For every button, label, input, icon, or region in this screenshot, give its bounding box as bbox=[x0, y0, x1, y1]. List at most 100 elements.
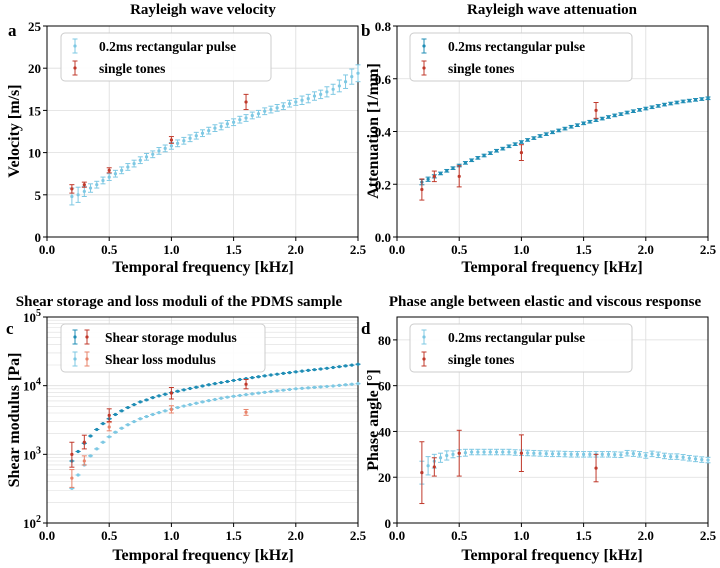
data-point-marker bbox=[120, 426, 124, 430]
data-point bbox=[500, 146, 506, 151]
data-point bbox=[249, 392, 255, 396]
data-point bbox=[355, 64, 361, 83]
data-point-marker bbox=[482, 450, 486, 454]
data-point-marker bbox=[350, 363, 354, 367]
data-point-marker bbox=[312, 94, 317, 98]
data-point bbox=[649, 450, 655, 458]
x-tick-label: 1.5 bbox=[225, 242, 242, 257]
data-point bbox=[506, 448, 512, 456]
data-point bbox=[224, 395, 230, 399]
data-point bbox=[137, 417, 143, 421]
panel-a-title: Rayleigh wave velocity bbox=[130, 2, 276, 18]
data-point-marker bbox=[706, 96, 710, 100]
data-point-marker bbox=[693, 457, 698, 461]
legend-marker-pair bbox=[84, 329, 90, 345]
data-point bbox=[156, 411, 162, 415]
data-point-marker bbox=[706, 458, 710, 462]
data-point-marker bbox=[82, 183, 86, 187]
data-point-marker bbox=[176, 141, 180, 145]
data-point bbox=[680, 99, 686, 104]
series-0 bbox=[69, 362, 361, 463]
data-point bbox=[299, 369, 305, 373]
data-point-marker bbox=[681, 99, 685, 104]
data-point bbox=[181, 404, 187, 408]
data-point bbox=[112, 169, 118, 178]
data-point bbox=[305, 368, 311, 372]
data-point bbox=[581, 451, 587, 458]
data-point bbox=[518, 140, 524, 144]
data-point bbox=[94, 427, 100, 432]
data-point bbox=[293, 387, 299, 391]
legend: 0.2ms rectangular pulse single tones bbox=[60, 32, 272, 82]
data-point-marker bbox=[132, 402, 136, 407]
data-point bbox=[624, 110, 630, 115]
data-point bbox=[119, 426, 125, 430]
data-point bbox=[655, 451, 661, 459]
data-point-marker bbox=[501, 450, 505, 454]
panel-c-title: Shear storage and loss moduli of the PDM… bbox=[16, 294, 343, 310]
data-point-marker bbox=[95, 183, 99, 187]
data-point bbox=[100, 422, 106, 426]
data-point-marker bbox=[194, 134, 198, 138]
data-point bbox=[156, 394, 162, 398]
x-tick-label: 0.5 bbox=[101, 242, 118, 257]
x-tick-label: 1.0 bbox=[513, 242, 529, 257]
data-point bbox=[162, 392, 168, 396]
data-point-marker bbox=[300, 369, 304, 373]
data-point-marker bbox=[194, 401, 198, 405]
data-point bbox=[693, 98, 699, 102]
data-point-marker bbox=[256, 112, 261, 116]
data-point-marker bbox=[144, 414, 149, 419]
data-point-marker bbox=[656, 104, 660, 108]
data-point-marker bbox=[319, 367, 323, 371]
data-point bbox=[69, 441, 75, 468]
data-point bbox=[693, 455, 699, 463]
data-point bbox=[305, 93, 311, 104]
legend: Shear storage modulus Shear loss modulus bbox=[60, 323, 266, 373]
data-point-marker bbox=[138, 417, 142, 421]
data-point-marker bbox=[70, 187, 74, 191]
data-point-marker bbox=[337, 383, 341, 387]
data-point-marker bbox=[76, 449, 80, 454]
data-point bbox=[431, 457, 437, 477]
data-point bbox=[218, 396, 224, 400]
axes-frame bbox=[46, 316, 359, 524]
legend-marker-marker bbox=[422, 66, 426, 70]
data-point bbox=[311, 368, 317, 372]
data-point-marker bbox=[126, 423, 130, 427]
data-point-marker bbox=[650, 452, 654, 456]
panel-d-title: Phase angle between elastic and viscous … bbox=[389, 294, 702, 310]
series-1 bbox=[69, 378, 249, 468]
data-point bbox=[674, 100, 680, 105]
data-point-marker bbox=[107, 168, 111, 172]
data-point bbox=[237, 393, 243, 398]
data-point-marker bbox=[569, 125, 573, 129]
data-point bbox=[630, 109, 636, 114]
y-tick-label: 104 bbox=[23, 377, 41, 394]
data-point-marker bbox=[582, 121, 586, 125]
data-point-marker bbox=[669, 455, 673, 459]
panel-c-letter: c bbox=[6, 319, 14, 338]
data-point-marker bbox=[263, 109, 267, 113]
x-tick-label: 1.5 bbox=[575, 242, 592, 257]
data-point-marker bbox=[507, 450, 511, 454]
data-point bbox=[475, 448, 481, 456]
data-point bbox=[150, 412, 156, 417]
data-point-marker bbox=[225, 122, 229, 126]
panel-d-plot: 0.0 0.5 1.0 1.5 2.0 2.5 0 20 40 60 80 0.2ms rectang… bbox=[378, 316, 717, 543]
series-3 bbox=[69, 405, 249, 488]
data-point bbox=[175, 405, 181, 410]
panel-a-plot: 0.0 0.5 1.0 1.5 2.0 2.5 0 5 10 15 20 25 0.2ms rectan… bbox=[28, 19, 367, 257]
data-point-marker bbox=[494, 149, 499, 153]
data-point bbox=[537, 450, 543, 457]
panel-c-plot: 0.0 0.5 1.0 1.5 2.0 2.5 102 103 104 105 Shear stor… bbox=[23, 308, 367, 543]
data-point bbox=[343, 74, 349, 89]
data-point-marker bbox=[594, 118, 598, 122]
data-point bbox=[131, 402, 137, 407]
data-point bbox=[125, 423, 131, 427]
data-point bbox=[612, 451, 618, 458]
panel-a: a Rayleigh wave velocity Temporal freque… bbox=[6, 2, 367, 276]
data-point bbox=[581, 121, 587, 126]
legend-marker-marker bbox=[422, 335, 426, 339]
data-point-marker bbox=[182, 139, 186, 143]
